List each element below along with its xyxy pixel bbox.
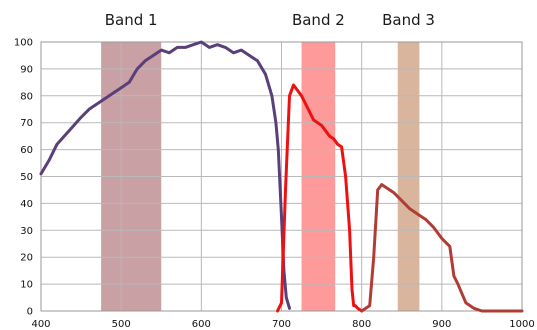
- y-tick-label: 30: [20, 226, 33, 237]
- x-tick-label: 700: [272, 319, 291, 330]
- x-tick-label: 600: [192, 319, 211, 330]
- y-tick-label: 20: [20, 253, 33, 264]
- band-labels-layer: Band 1 Band 2 Band 3: [105, 11, 435, 29]
- y-tick-label: 0: [27, 307, 33, 318]
- y-tick-label: 80: [20, 91, 33, 102]
- y-tick-label: 100: [14, 38, 33, 49]
- y-tick-label: 70: [20, 118, 33, 129]
- y-tick-label: 10: [20, 280, 33, 291]
- ticks-layer: 0 10 20 30 40 50 60 70 80 90 100 400 500 600 700 800 900…: [14, 38, 535, 330]
- series-3-line: [360, 183, 524, 313]
- band-2-label: Band 2: [292, 11, 345, 29]
- band-3-label: Band 3: [382, 11, 435, 29]
- x-tick-label: 900: [432, 319, 451, 330]
- y-tick-label: 40: [20, 199, 33, 210]
- plot-frame: [40, 41, 523, 312]
- series-layer: [39, 40, 524, 313]
- series-2-line: [276, 83, 364, 313]
- x-tick-label: 1000: [509, 319, 534, 330]
- y-tick-label: 50: [20, 172, 33, 183]
- y-tick-label: 60: [20, 145, 33, 156]
- x-tick-label: 500: [112, 319, 131, 330]
- series-1-line: [39, 40, 291, 310]
- x-tick-label: 400: [31, 319, 50, 330]
- band-1-label: Band 1: [105, 11, 158, 29]
- x-tick-label: 800: [352, 319, 371, 330]
- y-tick-label: 90: [20, 64, 33, 75]
